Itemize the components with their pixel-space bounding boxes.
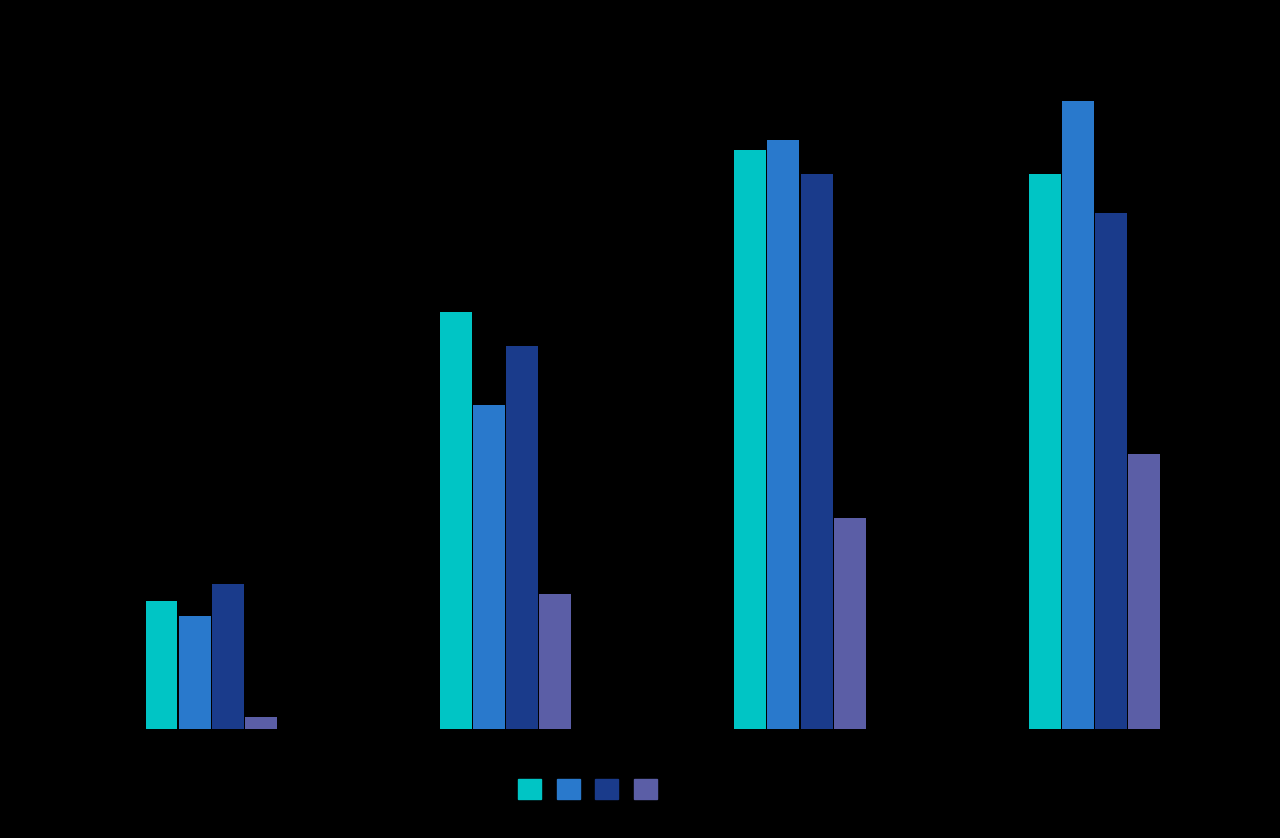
Bar bbox=[506, 346, 538, 729]
Bar bbox=[833, 518, 865, 729]
Bar bbox=[146, 602, 178, 729]
Bar bbox=[735, 150, 767, 729]
Bar bbox=[800, 174, 832, 729]
Bar bbox=[244, 717, 276, 729]
Bar bbox=[440, 312, 472, 729]
Bar bbox=[211, 584, 243, 729]
Bar bbox=[474, 405, 506, 729]
Bar bbox=[1029, 174, 1061, 729]
Bar bbox=[1128, 454, 1160, 729]
Bar bbox=[1094, 214, 1126, 729]
Bar bbox=[539, 593, 571, 729]
Bar bbox=[179, 616, 211, 729]
Bar bbox=[1062, 101, 1094, 729]
Bar bbox=[768, 140, 800, 729]
